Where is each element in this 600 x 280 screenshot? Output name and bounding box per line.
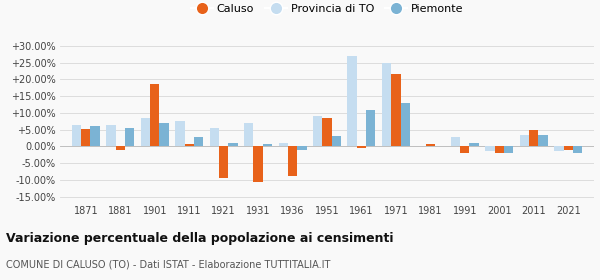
Legend: Caluso, Provincia di TO, Piemonte: Caluso, Provincia di TO, Piemonte — [187, 0, 467, 18]
Bar — [263, 144, 272, 146]
Bar — [72, 125, 81, 146]
Bar — [91, 126, 100, 146]
Bar — [451, 137, 460, 146]
Bar — [160, 123, 169, 146]
Bar — [297, 146, 307, 150]
Bar — [563, 146, 573, 150]
Bar — [322, 118, 332, 146]
Bar — [460, 146, 469, 153]
Text: COMUNE DI CALUSO (TO) - Dati ISTAT - Elaborazione TUTTITALIA.IT: COMUNE DI CALUSO (TO) - Dati ISTAT - Ela… — [6, 259, 331, 269]
Bar — [209, 128, 219, 146]
Bar — [504, 146, 513, 153]
Bar — [175, 121, 185, 146]
Bar — [347, 56, 357, 146]
Bar — [244, 123, 253, 146]
Bar — [228, 143, 238, 146]
Bar — [401, 103, 410, 146]
Bar — [185, 144, 194, 146]
Bar — [219, 146, 228, 178]
Bar — [332, 136, 341, 146]
Bar — [194, 137, 203, 146]
Bar — [366, 109, 376, 146]
Bar — [313, 116, 322, 146]
Bar — [554, 146, 563, 151]
Bar — [125, 128, 134, 146]
Bar — [141, 118, 150, 146]
Bar — [529, 130, 538, 146]
Bar — [288, 146, 297, 176]
Bar — [382, 63, 391, 146]
Bar — [426, 144, 435, 146]
Bar — [253, 146, 263, 181]
Bar — [494, 146, 504, 153]
Bar — [485, 146, 494, 151]
Bar — [81, 129, 91, 146]
Bar — [520, 135, 529, 146]
Bar — [469, 143, 479, 146]
Text: Variazione percentuale della popolazione ai censimenti: Variazione percentuale della popolazione… — [6, 232, 394, 245]
Bar — [106, 125, 116, 146]
Bar — [278, 143, 288, 146]
Bar — [391, 74, 401, 146]
Bar — [116, 146, 125, 150]
Bar — [538, 135, 548, 146]
Bar — [357, 146, 366, 148]
Bar — [573, 146, 582, 153]
Bar — [150, 84, 160, 146]
